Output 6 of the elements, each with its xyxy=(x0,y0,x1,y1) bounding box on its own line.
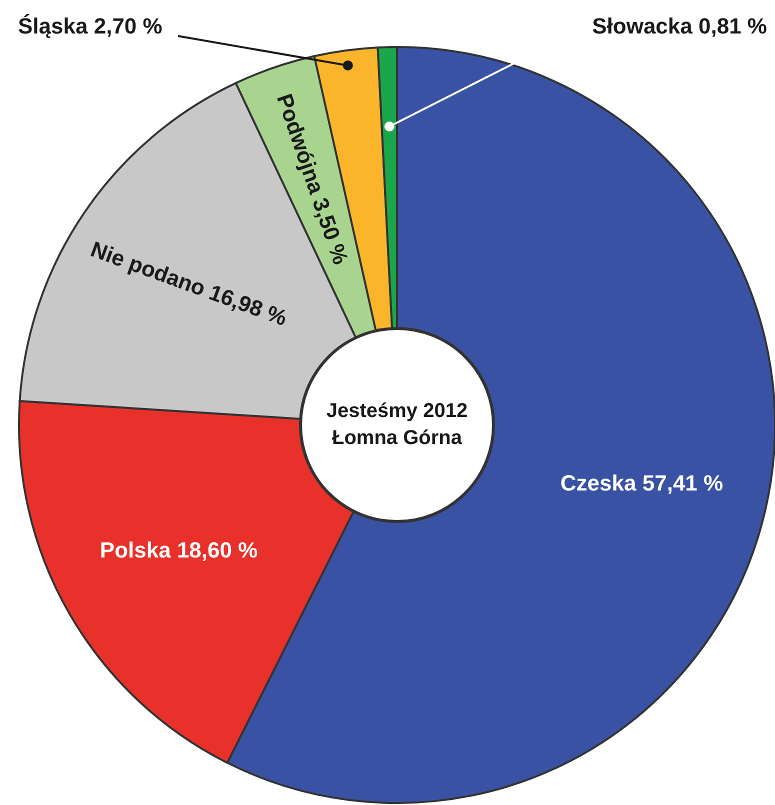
text: Jesteśmy 2012 Łomna Górna xyxy=(326,399,468,451)
slice-label: Nie podano 16,98 % xyxy=(88,236,290,331)
slice-label: Słowacka 0,81 % xyxy=(592,14,767,38)
slice-label: Śląska 2,70 % xyxy=(18,14,162,38)
slice-label: Polska 18,60 % xyxy=(100,538,258,563)
slice-label: Czeska 57,41 % xyxy=(560,470,724,496)
